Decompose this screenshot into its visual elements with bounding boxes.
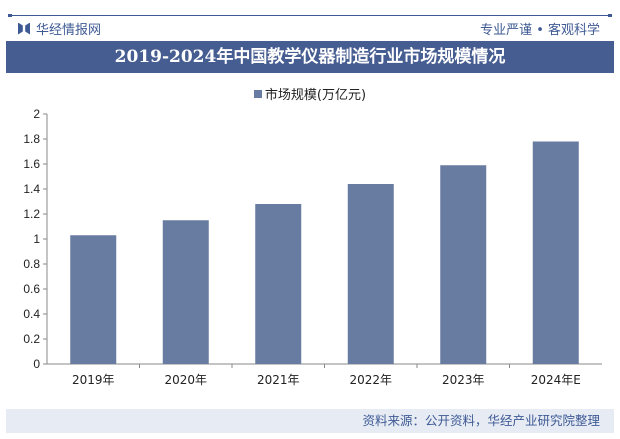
bar xyxy=(162,220,209,364)
y-tick-label: 2 xyxy=(33,107,40,121)
bar xyxy=(70,235,117,364)
legend-label: 市场规模(万亿元) xyxy=(264,88,367,103)
x-tick-label: 2019年 xyxy=(72,373,115,387)
bar xyxy=(347,184,394,364)
brand: 华经情报网 xyxy=(18,19,101,38)
bar xyxy=(440,165,487,364)
legend: 市场规模(万亿元) xyxy=(0,84,620,103)
y-tick-label: 1.6 xyxy=(23,157,40,171)
chart-title: 2019-2024年中国教学仪器制造行业市场规模情况 xyxy=(6,41,614,73)
y-tick-label: 0.4 xyxy=(23,307,40,321)
source-footer: 资料来源：公开资料，华经产业研究院整理 xyxy=(6,409,614,433)
x-tick-label: 2022年 xyxy=(349,373,392,387)
y-tick-label: 0.2 xyxy=(23,332,40,346)
y-tick-label: 1.2 xyxy=(23,207,40,221)
y-tick-label: 1.8 xyxy=(23,132,40,146)
brand-name: 华经情报网 xyxy=(36,23,102,38)
x-tick-label: 2024年E xyxy=(531,373,581,387)
bar xyxy=(532,141,579,364)
legend-swatch xyxy=(253,90,262,98)
y-tick-label: 0 xyxy=(33,357,40,371)
y-tick-label: 1 xyxy=(33,232,40,246)
y-tick-label: 0.6 xyxy=(23,282,40,296)
x-tick-label: 2023年 xyxy=(442,373,485,387)
x-tick-label: 2020年 xyxy=(164,373,207,387)
bar xyxy=(255,204,302,364)
slogan: 专业严谨 • 客观科学 xyxy=(480,23,600,38)
y-tick-label: 0.8 xyxy=(23,257,40,271)
y-tick-label: 1.4 xyxy=(23,182,40,196)
top-divider xyxy=(8,14,612,17)
x-tick-label: 2021年 xyxy=(257,373,300,387)
